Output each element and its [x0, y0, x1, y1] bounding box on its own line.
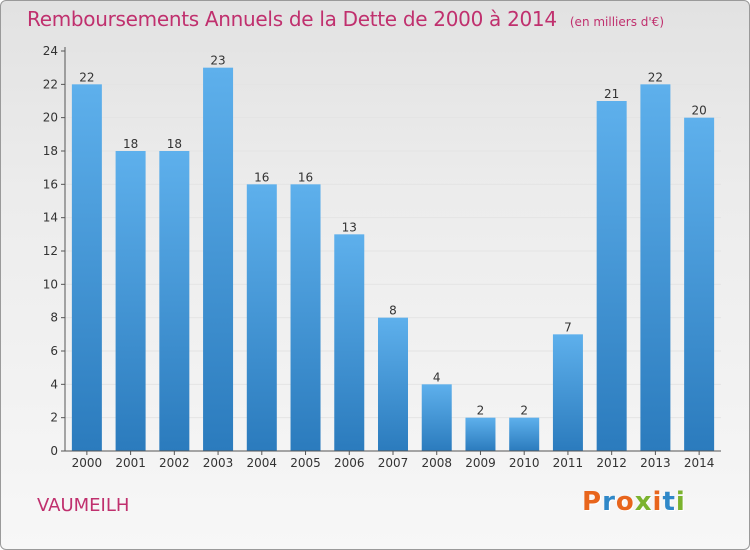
labels: 0246810121416182022242220001820011820022… — [43, 44, 715, 470]
chart-title-text: Remboursements Annuels de la Dette de 20… — [27, 7, 557, 31]
value-label: 2 — [520, 404, 528, 418]
bar-2006 — [334, 234, 365, 451]
y-tick-label: 22 — [43, 77, 58, 91]
proxiti-logo: Proxiti — [582, 487, 686, 517]
logo-letter: i — [652, 487, 663, 517]
y-tick-label: 6 — [50, 344, 58, 358]
bar-2012 — [596, 101, 627, 451]
value-label: 18 — [123, 137, 138, 151]
y-tick-label: 18 — [43, 144, 58, 158]
y-tick-label: 14 — [43, 211, 58, 225]
chart-unit-note: (en milliers d'€) — [569, 15, 664, 29]
y-tick-label: 8 — [50, 311, 58, 325]
value-label: 21 — [604, 87, 619, 101]
logo-letter: i — [675, 487, 686, 517]
bar-2001 — [115, 151, 146, 451]
x-tick-label: 2006 — [334, 456, 365, 470]
logo-letter: o — [615, 487, 635, 517]
logo-letter: t — [662, 487, 676, 517]
bar-2003 — [203, 67, 234, 452]
bar-2004 — [246, 184, 277, 452]
value-label: 16 — [298, 170, 313, 184]
value-label: 8 — [389, 304, 397, 318]
x-tick-label: 2007 — [378, 456, 409, 470]
value-label: 2 — [477, 404, 485, 418]
y-tick-label: 4 — [50, 377, 58, 391]
x-tick-label: 2000 — [72, 456, 103, 470]
value-label: 23 — [210, 54, 225, 68]
x-tick-label: 2010 — [509, 456, 540, 470]
y-tick-label: 0 — [50, 444, 58, 458]
x-tick-label: 2014 — [684, 456, 715, 470]
value-label: 16 — [254, 170, 269, 184]
x-tick-label: 2008 — [421, 456, 452, 470]
y-tick-label: 16 — [43, 177, 58, 191]
y-tick-label: 12 — [43, 244, 58, 258]
bar-2010 — [509, 417, 540, 451]
bar-2000 — [71, 84, 102, 451]
x-tick-label: 2005 — [290, 456, 321, 470]
bar-2009 — [465, 417, 496, 451]
x-tick-label: 2009 — [465, 456, 496, 470]
x-tick-label: 2002 — [159, 456, 190, 470]
value-label: 22 — [648, 70, 663, 84]
value-label: 4 — [433, 370, 441, 384]
x-tick-label: 2001 — [115, 456, 146, 470]
bar-2002 — [159, 151, 190, 451]
x-tick-label: 2004 — [247, 456, 278, 470]
commune-name: VAUMEILH — [37, 495, 130, 516]
value-label: 22 — [79, 70, 94, 84]
y-tick-label: 10 — [43, 277, 58, 291]
value-label: 13 — [342, 220, 357, 234]
value-label: 20 — [691, 104, 706, 118]
y-tick-label: 2 — [50, 411, 58, 425]
y-tick-label: 24 — [43, 44, 58, 58]
x-tick-label: 2011 — [553, 456, 584, 470]
bars — [71, 67, 715, 452]
bar-2007 — [378, 317, 408, 451]
bar-2013 — [640, 84, 671, 451]
chart-title: Remboursements Annuels de la Dette de 20… — [27, 7, 664, 31]
bar-2011 — [552, 334, 583, 451]
bar-2008 — [421, 384, 452, 451]
bar-2005 — [290, 184, 321, 452]
logo-letter: r — [602, 487, 616, 517]
value-label: 7 — [564, 320, 572, 334]
logo-letter: x — [634, 487, 653, 517]
value-label: 18 — [167, 137, 182, 151]
bar-2014 — [684, 117, 715, 452]
axes — [61, 47, 721, 455]
logo-letter: P — [582, 487, 603, 517]
x-tick-label: 2003 — [203, 456, 234, 470]
x-tick-label: 2013 — [640, 456, 671, 470]
x-tick-label: 2012 — [596, 456, 627, 470]
y-tick-label: 20 — [43, 111, 58, 125]
